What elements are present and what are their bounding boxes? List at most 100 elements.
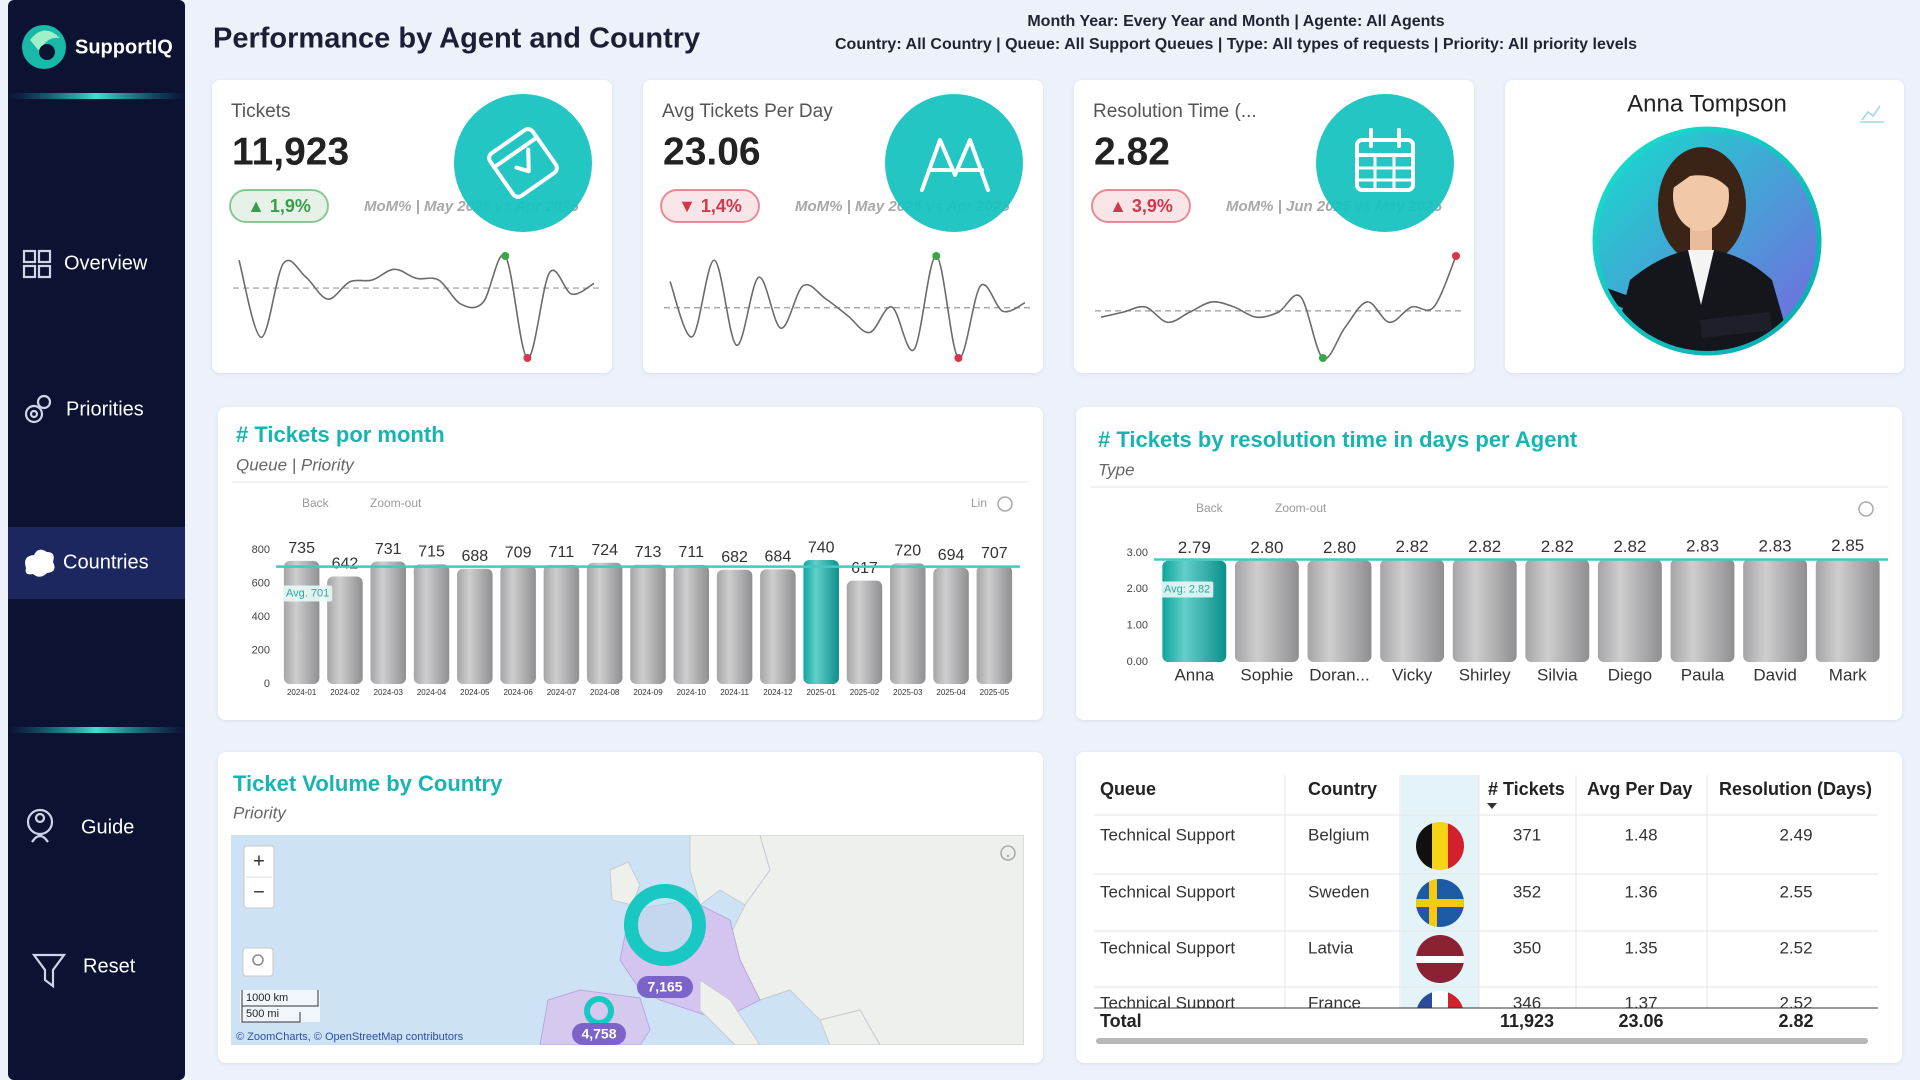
value-label: 2.80 <box>1323 538 1356 557</box>
chart-title: # Tickets por month <box>236 422 445 447</box>
x-tick-label: 2025-02 <box>850 688 880 697</box>
x-tick-label: Silvia <box>1537 665 1578 684</box>
bar[interactable] <box>1452 559 1517 662</box>
bar[interactable] <box>283 560 320 684</box>
bar[interactable] <box>1670 559 1735 662</box>
column-header[interactable]: # Tickets <box>1488 779 1565 799</box>
marker-pill <box>572 1023 626 1045</box>
bar[interactable] <box>846 580 883 684</box>
bar[interactable] <box>1307 560 1372 662</box>
y-tick-label: 400 <box>252 611 270 623</box>
bar[interactable] <box>716 569 753 684</box>
value-label: 617 <box>851 560 878 577</box>
marker-label: 4,758 <box>581 1026 616 1042</box>
value-label: 731 <box>375 541 402 558</box>
chart-subtitle: Type <box>1098 460 1135 479</box>
column-header[interactable]: Queue <box>1100 779 1156 799</box>
nav-item[interactable]: Reset <box>83 955 136 977</box>
profile-card: Anna Tompson <box>1505 80 1904 373</box>
bar[interactable] <box>1815 558 1880 662</box>
zoom-out[interactable]: − <box>253 881 265 903</box>
value-label: 682 <box>721 549 748 566</box>
bar[interactable] <box>630 564 666 684</box>
scrollbar[interactable] <box>1096 1038 1868 1044</box>
logo-shape <box>30 30 60 52</box>
marker-donut[interactable] <box>624 884 706 966</box>
table-layer: Queue Country # Tickets Avg Per Day Resoluti… <box>1100 779 1872 1031</box>
bar[interactable] <box>413 564 450 684</box>
bar[interactable] <box>370 561 406 684</box>
chart-subtitle: Queue | Priority <box>236 455 355 474</box>
nav-item[interactable]: Priorities <box>66 398 144 420</box>
x-tick-label: 2025-04 <box>936 688 966 697</box>
bar[interactable] <box>1234 560 1299 662</box>
value-label: 684 <box>765 549 792 566</box>
kpi-icon-circle <box>454 94 592 232</box>
x-tick-label: Vicky <box>1392 665 1433 684</box>
zoom-in[interactable]: + <box>253 850 265 872</box>
help-icon[interactable] <box>997 496 1013 512</box>
bar[interactable] <box>976 565 1013 684</box>
average-label: Avg: 2.82 <box>1164 583 1210 595</box>
bar[interactable] <box>1597 559 1662 662</box>
bar[interactable] <box>327 576 363 684</box>
bar[interactable] <box>933 567 969 684</box>
bar[interactable] <box>586 562 623 684</box>
scale-label: 1000 km <box>246 992 288 1004</box>
bar[interactable] <box>673 564 710 684</box>
kpi-value: 11,923 <box>232 130 349 173</box>
x-tick-label: 2025-05 <box>980 688 1010 697</box>
column-header[interactable]: Country <box>1308 779 1377 799</box>
toolbar-button[interactable]: Zoom-out <box>1275 501 1327 515</box>
bar[interactable] <box>1743 559 1808 662</box>
table-cell: 346 <box>1513 993 1541 1012</box>
toolbar-button[interactable]: Back <box>1196 501 1224 515</box>
x-tick-label: Anna <box>1174 665 1214 684</box>
bar[interactable] <box>1525 559 1590 662</box>
bar[interactable] <box>500 565 536 684</box>
toolbar-button[interactable]: Zoom-out <box>370 496 422 510</box>
marker-label: 7,165 <box>647 979 682 995</box>
nav-text-layer: Overview Priorities Countries Guide Reset <box>63 252 149 977</box>
table-cell: Technical Support <box>1100 938 1235 957</box>
table-cell: 371 <box>1513 825 1541 844</box>
bar[interactable] <box>457 568 493 684</box>
divider-glow <box>8 93 185 99</box>
column-header[interactable]: Avg Per Day <box>1587 779 1692 799</box>
y-tick-label: 1.00 <box>1127 620 1148 632</box>
land <box>729 835 1024 1045</box>
locate-button[interactable] <box>242 947 274 977</box>
toolbar-button[interactable]: Back <box>302 496 330 510</box>
total-label: Total <box>1100 1011 1142 1031</box>
column-header[interactable]: Resolution (Days) <box>1719 779 1872 799</box>
x-tick-label: Doran... <box>1309 665 1369 684</box>
map-card: Ticket Volume by Country Priority 7,165 … <box>218 752 1043 1063</box>
bar[interactable] <box>803 560 839 684</box>
value-label: 720 <box>894 543 921 560</box>
map-title: Ticket Volume by Country <box>233 771 503 796</box>
table-cell: 1.35 <box>1624 938 1657 957</box>
bar[interactable] <box>543 564 580 684</box>
help-icon[interactable] <box>1858 501 1874 517</box>
nav-item[interactable]: Overview <box>64 252 148 274</box>
bar[interactable] <box>1380 559 1445 662</box>
table-cell: Technical Support <box>1100 825 1235 844</box>
kpi-change: ▼ 1,4% <box>678 196 742 216</box>
nav-item[interactable]: Countries <box>63 551 149 573</box>
value-label: 2.82 <box>1468 537 1501 556</box>
chart-title: # Tickets by resolution time in days per… <box>1098 427 1578 452</box>
bar[interactable] <box>760 569 796 684</box>
help-icon[interactable] <box>1000 845 1016 861</box>
bar[interactable] <box>890 563 926 684</box>
flag-latvia <box>1416 935 1464 983</box>
y-tick-label: 0 <box>264 678 270 690</box>
value-label: 713 <box>635 544 662 561</box>
bar[interactable] <box>1162 560 1227 662</box>
table-cell: Latvia <box>1308 938 1354 957</box>
nav-item[interactable]: Guide <box>81 816 134 838</box>
sidebar: SupportIQ Overview Priorities Countries Gui… <box>8 0 185 1080</box>
toolbar-button[interactable]: Lin <box>971 496 987 510</box>
map[interactable]: 7,165 4,758 + − 1000 km 500 mi © ZoomCha… <box>231 835 1024 1045</box>
value-label: 724 <box>591 542 618 559</box>
x-tick-label: 2024-11 <box>720 688 749 697</box>
